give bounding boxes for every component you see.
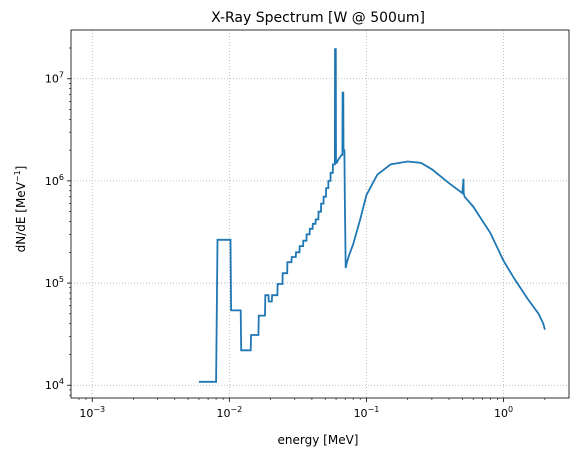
y-axis-label-exponent: −1: [13, 170, 22, 182]
chart-title: X-Ray Spectrum [W @ 500um]: [211, 10, 425, 26]
y-axis-label-end: ]: [14, 166, 28, 171]
y-tick-label: 104: [45, 377, 64, 392]
plot-frame: [70, 29, 570, 399]
grid: [71, 30, 569, 398]
x-tick-label: 10−3: [79, 405, 105, 420]
x-tick-label: 10−1: [354, 405, 380, 420]
y-axis-label-base: dN/dE [MeV: [14, 181, 28, 252]
axis-ticks: 10−3 10−2 10−1 100 104 105 106 107: [45, 47, 546, 420]
x-tick-label: 10−2: [216, 405, 242, 420]
y-tick-label: 107: [45, 71, 64, 86]
x-tick-label: 100: [494, 405, 513, 420]
y-tick-label: 105: [45, 275, 64, 290]
spectrum-line: [198, 48, 546, 383]
x-axis-label: energy [MeV]: [278, 433, 359, 447]
y-tick-label: 106: [45, 173, 64, 188]
y-axis-label: dN/dE [MeV−1]: [13, 166, 28, 253]
